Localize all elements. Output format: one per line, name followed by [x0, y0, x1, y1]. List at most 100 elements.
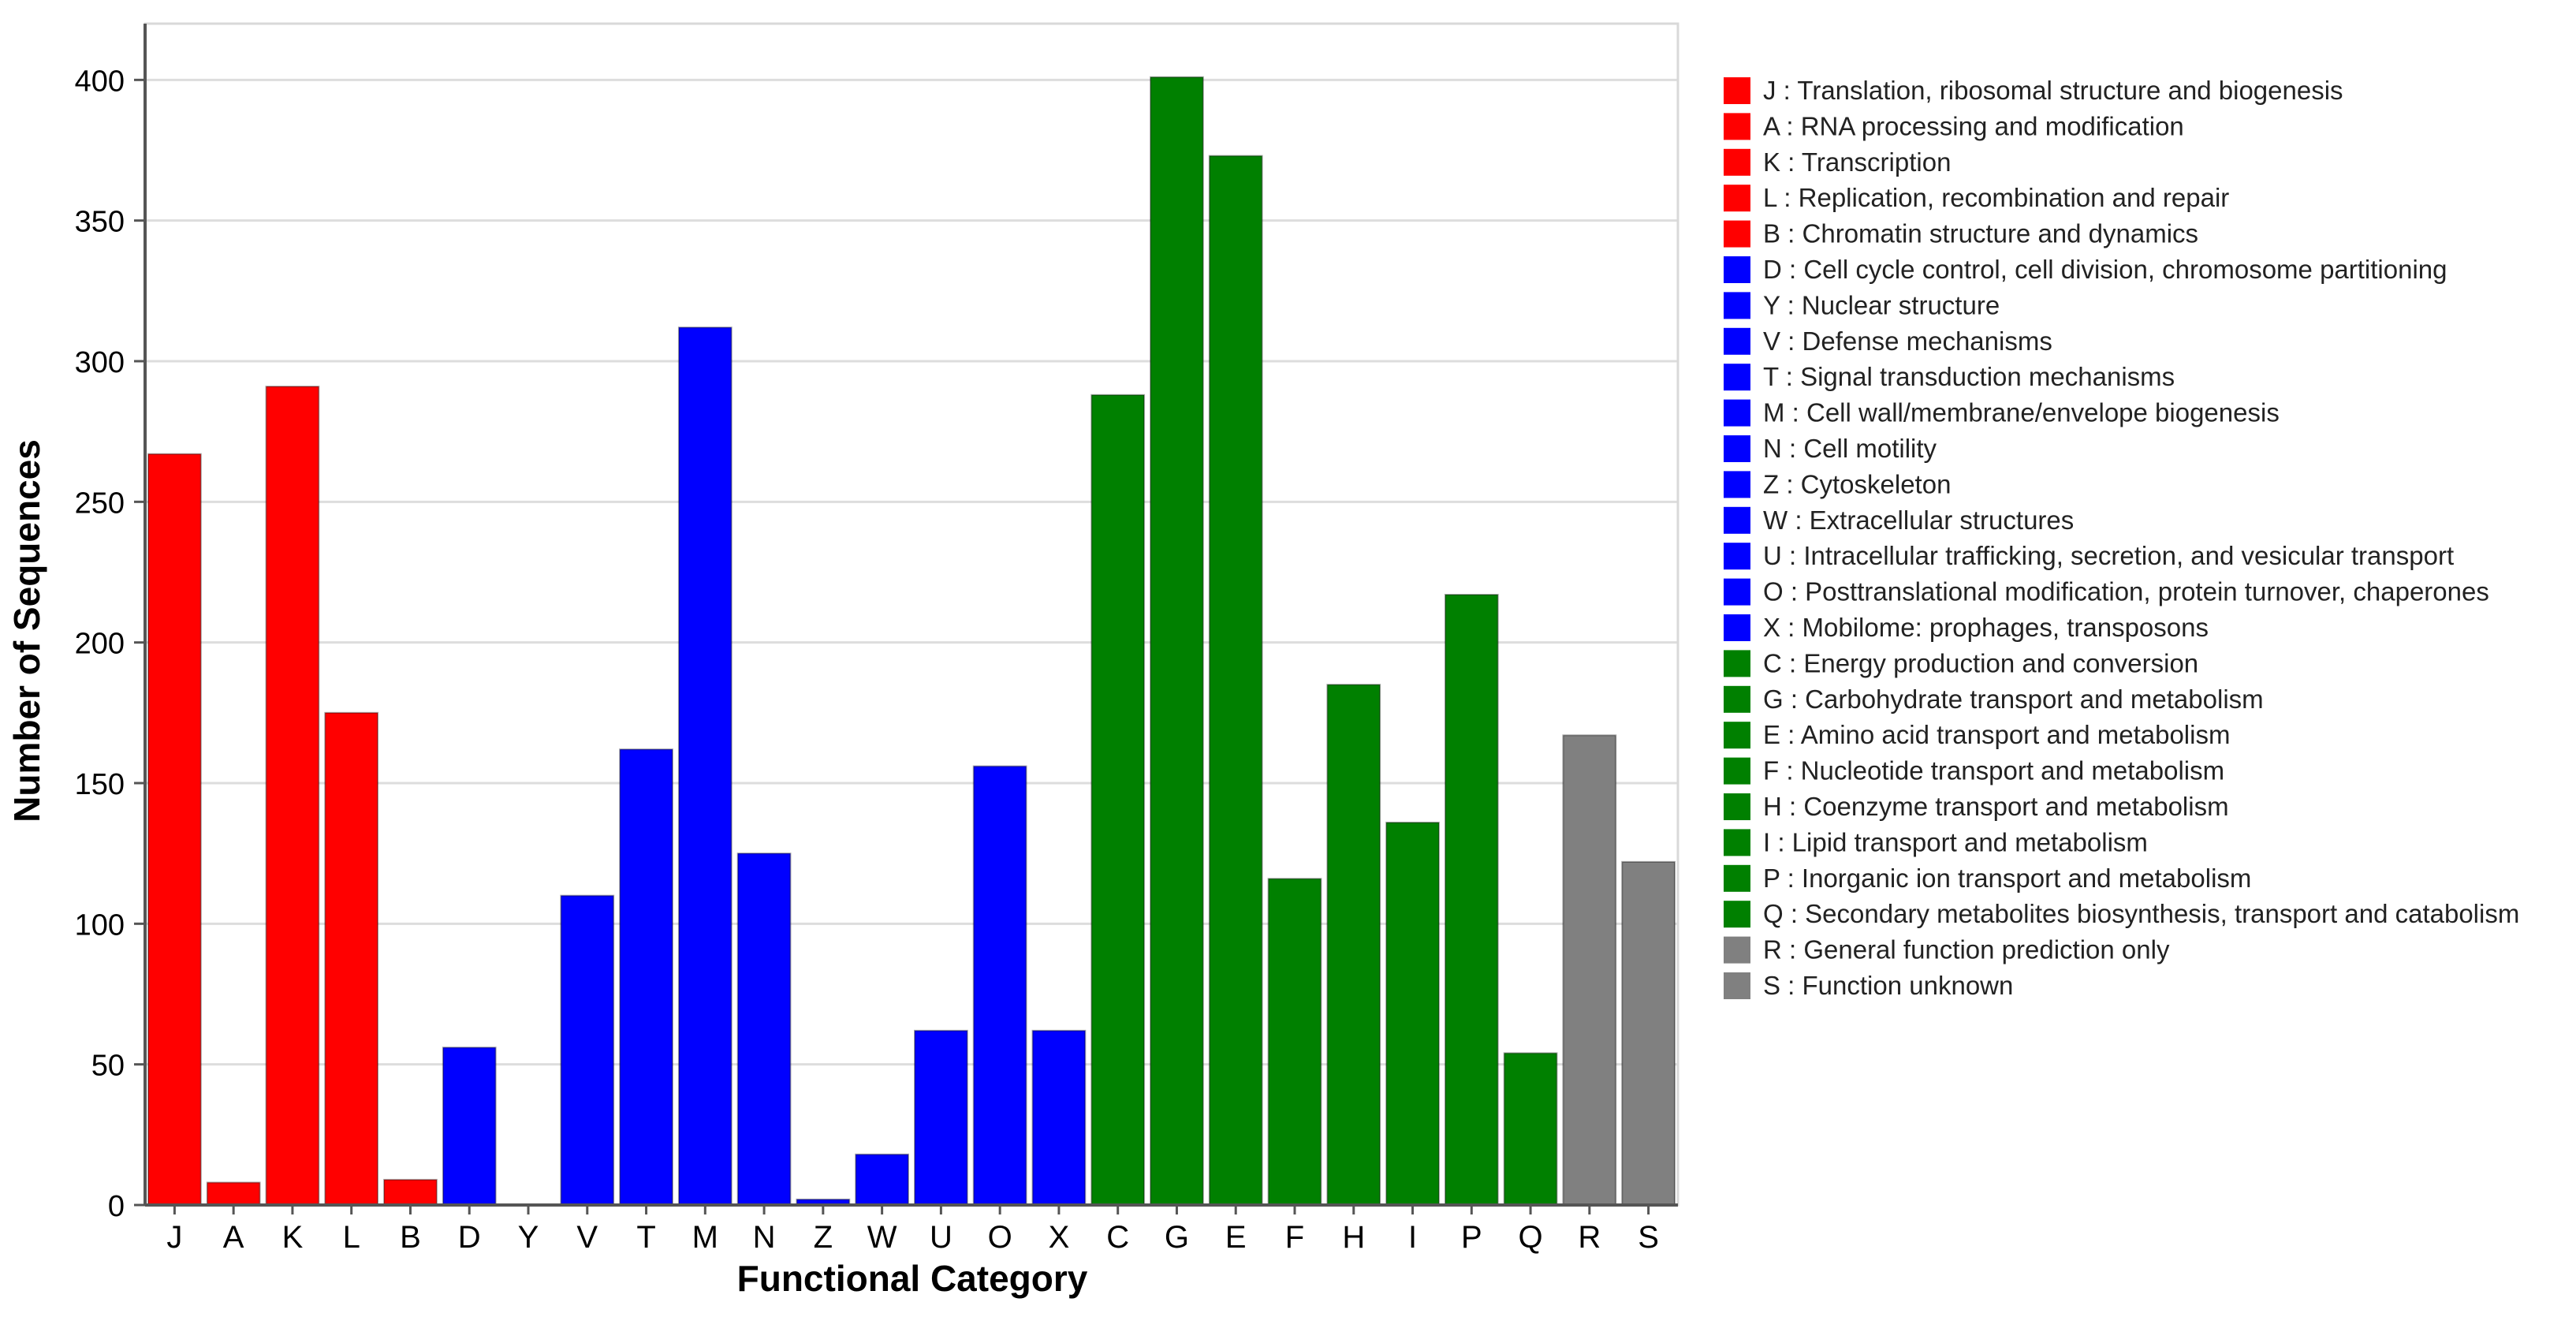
- gridlines: [145, 78, 1678, 1066]
- legend-label: L : Replication, recombination and repai…: [1763, 183, 2229, 212]
- x-tick-label: T: [636, 1220, 655, 1255]
- legend-swatch: [1724, 793, 1750, 820]
- legend-swatch: [1724, 77, 1750, 104]
- legend-label: Q : Secondary metabolites biosynthesis, …: [1763, 899, 2519, 928]
- y-tick-label: 100: [75, 908, 125, 942]
- bar-N: [736, 853, 792, 1206]
- y-tick-label: 150: [75, 768, 125, 801]
- bar-S: [1621, 860, 1676, 1207]
- legend-label: O : Posttranslational modification, prot…: [1763, 577, 2489, 606]
- x-tick-label: B: [400, 1220, 421, 1255]
- legend-label: V : Defense mechanisms: [1763, 326, 2052, 356]
- y-tick-label: 250: [75, 487, 125, 520]
- y-tick-label: 0: [108, 1190, 125, 1223]
- legend-label: R : General function prediction only: [1763, 935, 2170, 964]
- bars: [147, 76, 1676, 1207]
- bar-I: [1385, 821, 1440, 1207]
- x-tick-label: N: [753, 1220, 776, 1255]
- x-tick-label: Z: [814, 1220, 833, 1255]
- legend-label: A : RNA processing and modification: [1763, 111, 2184, 140]
- x-tick-label: C: [1106, 1220, 1129, 1255]
- x-tick-label: A: [223, 1220, 244, 1255]
- x-tick-label: F: [1285, 1220, 1304, 1255]
- legend-swatch: [1724, 148, 1750, 176]
- bar-B: [383, 1178, 438, 1207]
- legend-swatch: [1724, 327, 1750, 355]
- legend-swatch: [1724, 435, 1750, 462]
- bar-D: [442, 1047, 497, 1207]
- x-tick-label: H: [1342, 1220, 1365, 1255]
- bar-A: [206, 1181, 261, 1207]
- x-tick-label: V: [576, 1220, 598, 1255]
- legend-swatch: [1724, 936, 1750, 964]
- x-tick-label: X: [1049, 1220, 1070, 1255]
- legend-swatch: [1724, 864, 1750, 892]
- y-tick-label: 50: [91, 1050, 125, 1083]
- legend: J : Translation, ribosomal structure and…: [1724, 76, 2519, 1000]
- bar-X: [1031, 1029, 1087, 1207]
- bar-J: [147, 453, 202, 1206]
- legend-label: I : Lipid transport and metabolism: [1763, 827, 2148, 856]
- bar-O: [972, 765, 1027, 1206]
- legend-label: M : Cell wall/membrane/envelope biogenes…: [1763, 398, 2280, 427]
- legend-label: U : Intracellular trafficking, secretion…: [1763, 541, 2454, 570]
- bar-P: [1444, 594, 1499, 1206]
- legend-swatch: [1724, 722, 1750, 749]
- x-tick-label: L: [343, 1220, 360, 1255]
- x-axis-title: Functional Category: [737, 1258, 1088, 1299]
- legend-label: H : Coenzyme transport and metabolism: [1763, 792, 2229, 821]
- axes: 0 50 100 150 200 250 300 350 400 J A K L B D Y V T M N Z W U O X…: [75, 22, 1679, 1255]
- x-tick-label: S: [1638, 1220, 1659, 1255]
- legend-swatch: [1724, 364, 1750, 391]
- legend-swatch: [1724, 113, 1750, 140]
- legend-label: F : Nucleotide transport and metabolism: [1763, 756, 2224, 785]
- bar-U: [914, 1029, 968, 1207]
- legend-label: K : Transcription: [1763, 147, 1951, 177]
- legend-swatch: [1724, 506, 1750, 534]
- x-tick-label: E: [1225, 1220, 1247, 1255]
- legend-swatch: [1724, 972, 1750, 999]
- legend-label: X : Mobilome: prophages, transposons: [1763, 613, 2209, 642]
- x-tick-label: M: [692, 1220, 718, 1255]
- x-tick-label: G: [1165, 1220, 1189, 1255]
- legend-label: Z : Cytoskeleton: [1763, 469, 1951, 498]
- x-tick-label: I: [1408, 1220, 1417, 1255]
- legend-label: S : Function unknown: [1763, 971, 2013, 1000]
- legend-swatch: [1724, 543, 1750, 570]
- x-tick-label: K: [282, 1220, 304, 1255]
- legend-label: D : Cell cycle control, cell division, c…: [1763, 255, 2447, 284]
- x-tick-label: J: [166, 1220, 182, 1255]
- legend-label: J : Translation, ribosomal structure and…: [1763, 76, 2343, 105]
- legend-label: G : Carbohydrate transport and metabolis…: [1763, 685, 2264, 714]
- bar-W: [855, 1153, 909, 1207]
- bar-V: [560, 894, 615, 1206]
- legend-swatch: [1724, 685, 1750, 713]
- y-tick-label: 200: [75, 628, 125, 661]
- x-tick-label: O: [988, 1220, 1012, 1255]
- legend-swatch: [1724, 185, 1750, 212]
- x-tick-label: U: [930, 1220, 952, 1255]
- legend-swatch: [1724, 614, 1750, 641]
- legend-swatch: [1724, 650, 1750, 677]
- bar-M: [677, 326, 733, 1207]
- legend-swatch: [1724, 220, 1750, 248]
- bar-H: [1326, 684, 1381, 1206]
- bar-K: [265, 386, 320, 1207]
- legend-label: N : Cell motility: [1763, 434, 1937, 463]
- legend-label: C : Energy production and conversion: [1763, 648, 2198, 677]
- y-tick-label: 400: [75, 65, 125, 98]
- bar-G: [1150, 76, 1204, 1206]
- x-tick-label: Q: [1519, 1220, 1543, 1255]
- y-axis-title: Number of Sequences: [6, 439, 47, 823]
- legend-label: B : Chromatin structure and dynamics: [1763, 219, 2198, 248]
- x-tick-label: W: [867, 1220, 897, 1255]
- bar-C: [1090, 394, 1146, 1206]
- legend-swatch: [1724, 292, 1750, 319]
- legend-label: E : Amino acid transport and metabolism: [1763, 720, 2230, 749]
- bar-L: [324, 711, 379, 1206]
- legend-label: Y : Nuclear structure: [1763, 290, 2000, 319]
- legend-label: W : Extracellular structures: [1763, 506, 2074, 535]
- legend-label: P : Inorganic ion transport and metaboli…: [1763, 864, 2251, 893]
